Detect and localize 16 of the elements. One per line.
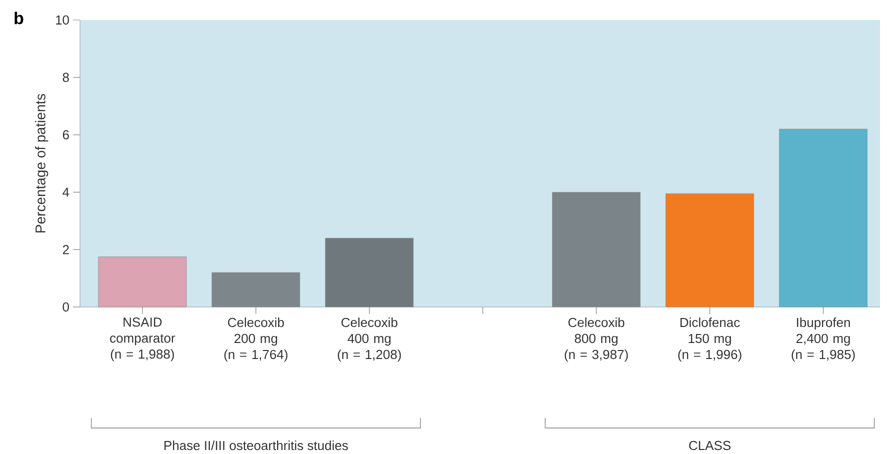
x-tick-label: Celecoxib 400 mg (n = 1,208) bbox=[338, 318, 401, 362]
y-tick-label: 2 bbox=[62, 245, 69, 254]
x-tick-label: Celecoxib 800 mg (n = 3,987) bbox=[564, 318, 628, 362]
y-tick-label: 6 bbox=[62, 130, 69, 140]
x-tick-label: Celecoxib 200 mg (n = 1,764) bbox=[224, 318, 288, 362]
text: b bbox=[14, 12, 24, 24]
x-tick-label: Ibuprofen 2,400 mg (n = 1,985) bbox=[792, 318, 855, 362]
y-tick-label: 4 bbox=[62, 188, 70, 197]
y-tick-label: 0 bbox=[62, 302, 69, 312]
y-tick-label: 10 bbox=[56, 15, 69, 25]
text: CLASS bbox=[689, 440, 731, 450]
y-axis-title: Percentage of patients bbox=[35, 94, 48, 232]
x-tick-label: NSAID comparator (n = 1,988) bbox=[110, 318, 176, 362]
y-tick-label: 8 bbox=[62, 72, 69, 82]
x-tick-label: Diclofenac 150 mg (n = 1,996) bbox=[678, 318, 742, 362]
text: Phase II/III osteoarthritis studies bbox=[164, 440, 348, 450]
